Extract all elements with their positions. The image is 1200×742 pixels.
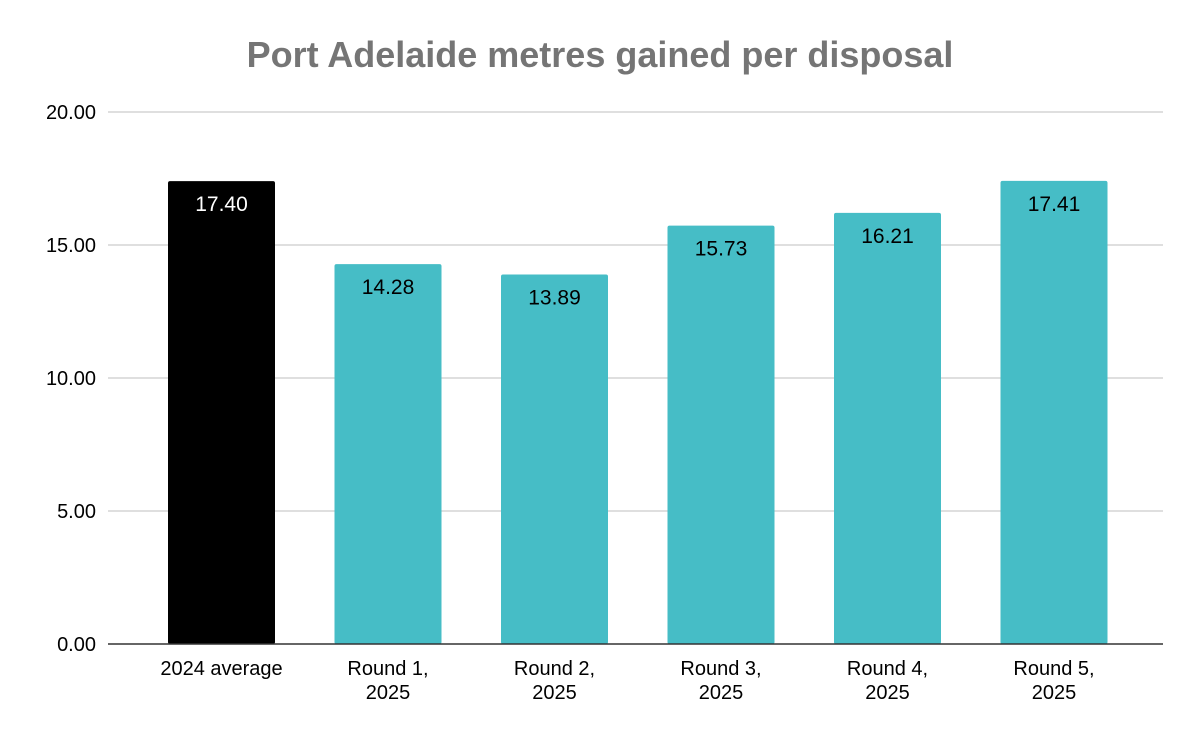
data-label: 17.41 [1028,193,1081,216]
y-axis-ticks: 0.00 5.00 10.00 15.00 20.00 [46,102,96,656]
x-category-line: Round 4, [847,658,928,680]
y-tick-label: 10.00 [46,368,96,390]
x-category-line: Round 2, [514,658,595,680]
x-category-label: 2024 average [160,658,282,680]
bar [834,212,941,644]
gridlines [108,111,1163,512]
x-category-label: Round 5, 2025 [1013,658,1094,704]
x-category-line: 2025 [699,682,744,704]
data-labels: 17.40 14.28 13.89 15.73 16.21 17.41 [195,193,1080,310]
x-category-label: Round 3, 2025 [680,658,761,704]
bars [168,180,1108,645]
x-category-line: 2024 average [160,658,282,680]
chart-title: Port Adelaide metres gained per disposal [247,34,954,75]
x-category-line: 2025 [865,682,910,704]
x-category-line: Round 5, [1013,658,1094,680]
x-category-line: 2025 [532,682,577,704]
y-tick-label: 5.00 [57,501,96,523]
bar [1000,180,1108,645]
x-category-line: Round 3, [680,658,761,680]
x-category-label: Round 4, 2025 [847,658,928,704]
y-tick-label: 0.00 [57,634,96,656]
y-tick-label: 20.00 [46,102,96,124]
x-category-line: Round 1, [347,658,428,680]
x-category-label: Round 2, 2025 [514,658,595,704]
data-label: 16.21 [861,225,914,248]
bar [168,181,275,644]
bar [667,225,775,644]
bar [501,274,608,644]
x-category-label: Round 1, 2025 [347,658,428,704]
data-label: 14.28 [362,276,415,299]
data-label: 15.73 [695,238,748,261]
y-tick-label: 15.00 [46,235,96,257]
data-label: 13.89 [528,287,581,310]
x-category-line: 2025 [366,682,411,704]
bar [334,264,442,644]
x-category-line: 2025 [1032,682,1077,704]
data-label: 17.40 [195,193,248,216]
